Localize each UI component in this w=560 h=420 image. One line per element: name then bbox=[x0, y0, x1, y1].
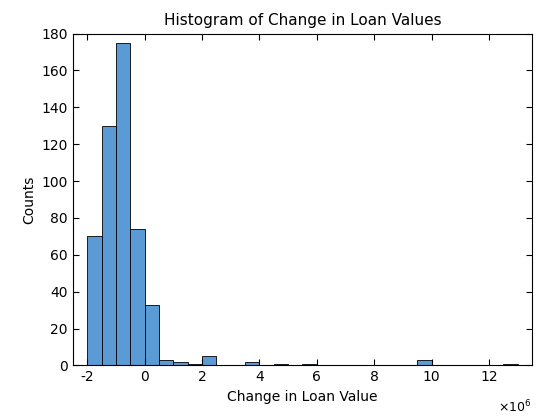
Bar bbox=[173, 362, 188, 365]
X-axis label: Change in Loan Value: Change in Loan Value bbox=[227, 390, 377, 404]
Bar bbox=[144, 304, 159, 365]
Bar bbox=[188, 364, 202, 365]
Bar bbox=[87, 236, 101, 365]
Bar bbox=[274, 364, 288, 365]
Bar bbox=[503, 364, 517, 365]
Bar bbox=[116, 43, 130, 365]
Bar bbox=[130, 229, 144, 365]
Bar bbox=[245, 362, 259, 365]
Bar bbox=[417, 360, 432, 365]
Title: Histogram of Change in Loan Values: Histogram of Change in Loan Values bbox=[164, 13, 441, 28]
Bar bbox=[302, 364, 317, 365]
Y-axis label: Counts: Counts bbox=[22, 175, 36, 224]
Bar bbox=[159, 360, 173, 365]
Text: $\times10^6$: $\times10^6$ bbox=[498, 399, 532, 415]
Bar bbox=[202, 356, 216, 365]
Bar bbox=[101, 126, 116, 365]
